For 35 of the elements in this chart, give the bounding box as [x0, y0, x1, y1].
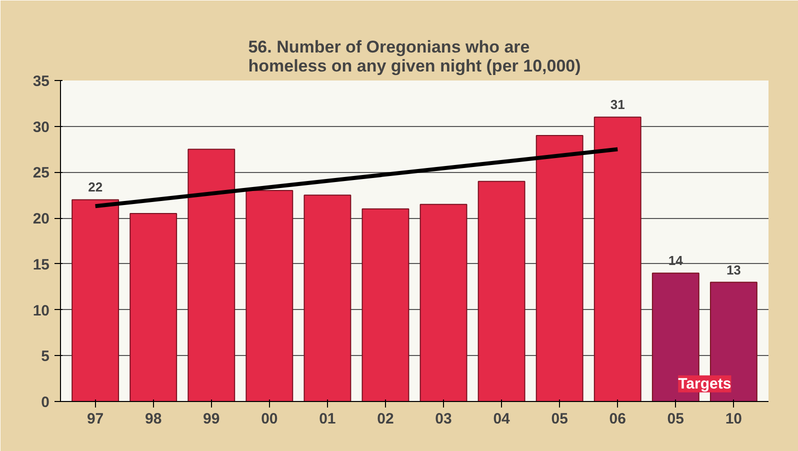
x-tick-label: 04 [493, 410, 511, 428]
x-tick-label: 03 [435, 410, 452, 428]
data-label: 22 [88, 180, 103, 195]
bar [304, 194, 352, 402]
x-tick-label: 10 [725, 410, 742, 428]
bar [594, 116, 642, 402]
bar [362, 208, 410, 402]
y-tick-label: 15 [32, 256, 50, 274]
bar [188, 148, 236, 402]
bar [536, 135, 584, 402]
x-tick-label: 05 [667, 410, 684, 428]
y-tick-label: 10 [32, 302, 50, 320]
bar [420, 204, 468, 402]
x-tick-label: 98 [145, 410, 162, 428]
y-tick-label: 20 [32, 210, 50, 228]
x-tick-label: 06 [609, 410, 626, 428]
x-tick-label: 05 [551, 410, 568, 428]
bar [478, 180, 526, 402]
y-tick-label: 35 [32, 73, 50, 90]
bar [72, 199, 120, 402]
bar [130, 212, 178, 402]
chart-title: 56. Number of Oregonians who are homeless on any given night (per 10,000) [248, 38, 581, 76]
y-tick-label: 5 [41, 348, 50, 366]
bar [246, 190, 294, 402]
annotation: Targets [678, 375, 732, 392]
y-tick-label: 30 [32, 118, 50, 136]
x-tick-label: 01 [319, 410, 336, 428]
x-tick-label: 00 [261, 410, 278, 428]
x-tick-label: 97 [86, 410, 104, 428]
y-tick-label: 25 [32, 164, 50, 182]
data-label: 13 [726, 262, 741, 278]
x-tick-label: 99 [203, 410, 220, 428]
data-label: 31 [610, 97, 625, 112]
x-tick-label: 02 [377, 410, 394, 428]
y-tick-label: 0 [41, 394, 50, 411]
